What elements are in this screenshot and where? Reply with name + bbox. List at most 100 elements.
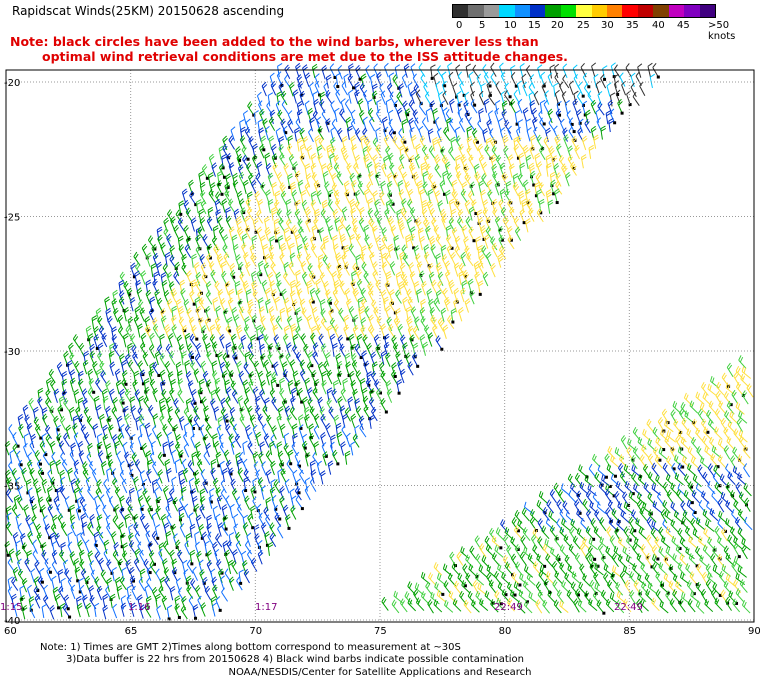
wind-barb (58, 440, 66, 455)
wind-barb (416, 288, 422, 303)
wind-barb (720, 491, 730, 505)
wind-barb (567, 145, 573, 160)
wind-barb (285, 218, 293, 233)
wind-barb (355, 64, 361, 80)
wind-barb (584, 119, 591, 134)
wind-barb (610, 62, 616, 77)
wind-barb (368, 314, 374, 329)
wind-barb (329, 63, 336, 78)
wind-barb (570, 161, 577, 176)
wind-barb (387, 82, 394, 98)
wind-barb (161, 595, 168, 611)
wind-barb (509, 206, 516, 222)
contamination-marker (433, 120, 437, 124)
wind-barb (600, 73, 607, 89)
contamination-marker (578, 121, 582, 125)
wind-barb (326, 162, 334, 177)
wind-barb (554, 570, 563, 585)
wind-barb (588, 463, 597, 478)
wind-barb (256, 269, 263, 285)
wind-barb (123, 307, 130, 322)
wind-barb (533, 126, 539, 142)
longitude-label: 90 (748, 626, 760, 637)
wind-barb (392, 135, 400, 150)
contamination-marker (613, 474, 617, 478)
wind-barb (459, 81, 465, 96)
wind-barb (274, 199, 281, 215)
wind-barb (308, 127, 314, 143)
wind-barb (723, 426, 731, 441)
wind-barb (15, 450, 22, 466)
wind-barb (695, 483, 706, 496)
wind-barb (480, 82, 486, 98)
wind-barb (344, 99, 352, 114)
wind-barb (31, 514, 38, 530)
contamination-marker (514, 84, 518, 88)
wind-barb (255, 172, 263, 187)
wind-barb (581, 135, 588, 151)
wind-barb (247, 513, 254, 528)
wind-barb (359, 423, 367, 438)
wind-barb (383, 333, 390, 349)
wind-barb (425, 225, 431, 241)
wind-barb (160, 242, 166, 257)
wind-barb (205, 424, 213, 439)
contamination-marker (300, 93, 304, 97)
wind-barb (326, 262, 334, 277)
contamination-marker (6, 553, 10, 557)
wind-barb (652, 426, 661, 441)
wind-barb (571, 135, 578, 151)
wind-barb (307, 263, 315, 278)
wind-barb (271, 396, 279, 411)
wind-barb (287, 118, 294, 134)
wind-barb (453, 580, 462, 595)
wind-barb (313, 413, 320, 429)
wind-barb (78, 450, 85, 465)
wind-barb (730, 490, 739, 504)
wind-barb (491, 552, 500, 567)
wind-barb (431, 279, 438, 295)
wind-barb (412, 109, 419, 124)
wind-barb (423, 251, 430, 267)
wind-barb (371, 90, 378, 105)
wind-barb (275, 100, 281, 115)
wind-barb (381, 116, 388, 131)
wind-barb (274, 226, 281, 242)
wind-barb (129, 333, 137, 348)
wind-barb (163, 522, 170, 537)
wind-barb (396, 379, 403, 394)
colorbar-label: 30 (601, 20, 614, 31)
wind-barb (538, 490, 548, 504)
wind-barb (279, 152, 287, 167)
wind-barb (106, 559, 113, 574)
wind-barb (350, 135, 356, 150)
wind-barb (565, 510, 575, 524)
wind-barb (652, 62, 659, 78)
wind-barb (686, 428, 695, 442)
contamination-marker (358, 174, 362, 178)
wind-barb (156, 261, 162, 277)
footer-notes: Note: 1) Times are GMT 2)Times along bot… (40, 642, 524, 666)
wind-barb (244, 495, 251, 510)
wind-barb (22, 404, 29, 420)
wind-barb (59, 485, 67, 500)
wind-barb (469, 81, 475, 97)
wind-barb (632, 91, 640, 106)
wind-barb (146, 577, 154, 592)
wind-barb (553, 482, 561, 497)
wind-barb (220, 488, 229, 503)
wind-barb (723, 445, 731, 460)
wind-barb (387, 109, 394, 124)
wind-barb (695, 517, 706, 531)
wind-barb (554, 63, 560, 79)
contamination-marker (280, 84, 284, 88)
wind-barb (405, 234, 412, 249)
wind-barb (365, 65, 371, 80)
wind-barb (403, 63, 410, 78)
wind-barb (337, 65, 343, 80)
wind-barb (162, 540, 170, 555)
wind-barb (348, 243, 356, 258)
wind-barb (347, 396, 354, 411)
wind-barb (514, 110, 521, 125)
